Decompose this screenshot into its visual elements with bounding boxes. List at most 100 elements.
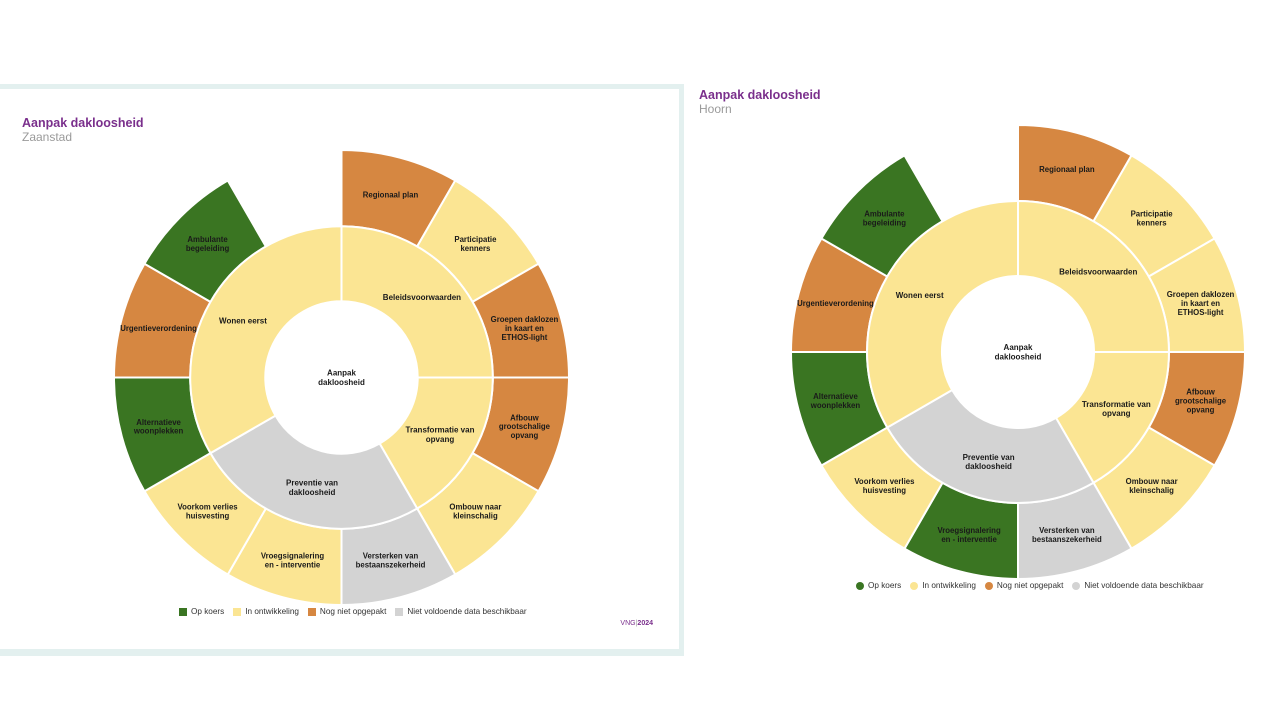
inner-segment-transformatie-van-opvang <box>378 376 494 510</box>
outer-label-versterken-van-bestaanszekerheid: Versterken van bestaanszekerheid <box>1032 526 1102 544</box>
legend-item-in-development: In ontwikkeling <box>910 581 976 590</box>
inner-label-transformatie-van-opvang-line: Transformatie van <box>406 426 475 435</box>
outer-label-versterken-van-bestaanszekerheid-line: Versterken van <box>363 552 419 561</box>
chart-legend: Op koers In ontwikkeling Nog niet opgepa… <box>856 581 1204 590</box>
inner-segment-wonen-eerst <box>866 200 1019 429</box>
outer-label-participatie-kenners: Participatie kenners <box>454 235 497 253</box>
inner-segment-preventie-van-dakloosheid <box>885 388 1095 504</box>
legend-label: In ontwikkeling <box>922 581 976 590</box>
legend-item-not-started: Nog niet opgepakt <box>307 607 387 616</box>
outer-label-participatie-kenners-line: kenners <box>460 244 491 253</box>
outer-label-ombouw-naar-kleinschalig-line: Ombouw naar <box>449 503 501 512</box>
outer-label-vroegsignalering-en-interventie-line: Vroegsignalering <box>261 552 324 561</box>
chart-panel-hoorn: Aanpak dakloosheid Hoorn Regionaal plan P… <box>690 84 1280 604</box>
legend-swatch-on-track <box>856 581 864 590</box>
outer-segment-empty <box>227 150 342 247</box>
outer-label-ombouw-naar-kleinschalig-line: kleinschalig <box>1129 486 1174 495</box>
outer-label-groepen-daklozen-in-kaart-en-ethos-light-line: ETHOS-light <box>501 333 547 342</box>
chart-legend: Op koers In ontwikkeling Nog niet opgepa… <box>179 607 527 616</box>
outer-label-afbouw-grootschalige-opvang: Afbouw grootschalige opvang <box>1175 388 1227 415</box>
outer-label-groepen-daklozen-in-kaart-en-ethos-light: Groepen daklozen in kaart en ETHOS-light <box>491 315 559 342</box>
chart-panel-zaanstad: Aanpak dakloosheid Zaanstad Regionaal pl… <box>0 84 684 656</box>
sunburst-chart-hoorn: Regionaal plan Participatie kenners Groepen… <box>789 123 1247 581</box>
inner-label-beleidsvoorwaarden-line: Beleidsvoorwaarden <box>383 293 461 302</box>
inner-label-transformatie-van-opvang-line: Transformatie van <box>1082 400 1151 409</box>
legend-item-no-data: Niet voldoende data beschikbaar <box>1072 581 1204 590</box>
outer-label-ambulante-begeleiding: Ambulante begeleiding <box>186 235 230 253</box>
outer-label-versterken-van-bestaanszekerheid: Versterken van bestaanszekerheid <box>356 552 426 570</box>
outer-label-voorkom-verlies-huisvesting-line: Voorkom verlies <box>178 503 239 512</box>
inner-label-beleidsvoorwaarden-line: Beleidsvoorwaarden <box>1059 268 1137 277</box>
legend-label: Nog niet opgepakt <box>319 607 387 616</box>
outer-label-versterken-van-bestaanszekerheid-line: bestaanszekerheid <box>356 561 426 570</box>
legend-label: Op koers <box>191 607 225 616</box>
outer-label-regionaal-plan: Regionaal plan <box>363 190 419 199</box>
outer-label-vroegsignalering-en-interventie: Vroegsignalering en - interventie <box>937 526 1000 544</box>
legend-swatch-in-development <box>910 581 919 590</box>
outer-label-alternatieve-woonplekken-line: Alternatieve <box>813 392 858 401</box>
legend-item-on-track: Op koers <box>856 581 901 590</box>
chart-subtitle: Hoorn <box>699 102 732 116</box>
outer-label-afbouw-grootschalige-opvang-line: opvang <box>1187 406 1215 415</box>
outer-label-urgentieverordening: Urgentieverordening <box>797 299 874 308</box>
legend-swatch-not-started <box>984 581 993 590</box>
legend-swatch-on-track <box>179 607 187 616</box>
legend-item-not-started: Nog niet opgepakt <box>984 581 1064 590</box>
outer-label-alternatieve-woonplekken: Alternatieve woonplekken <box>810 392 861 410</box>
outer-label-ambulante-begeleiding-line: Ambulante <box>864 210 905 219</box>
legend-label: Op koers <box>868 581 902 590</box>
outer-label-ombouw-naar-kleinschalig-line: Ombouw naar <box>1126 477 1178 486</box>
chart-title: Aanpak dakloosheid <box>22 116 144 130</box>
inner-label-transformatie-van-opvang-line: opvang <box>426 435 455 444</box>
outer-label-afbouw-grootschalige-opvang-line: Afbouw <box>510 413 540 422</box>
outer-label-afbouw-grootschalige-opvang: Afbouw grootschalige opvang <box>499 413 551 440</box>
center-label: Aanpak dakloosheid <box>318 369 365 387</box>
outer-label-voorkom-verlies-huisvesting: Voorkom verlies huisvesting <box>854 477 915 495</box>
inner-label-beleidsvoorwaarden: Beleidsvoorwaarden <box>1059 268 1137 277</box>
outer-label-participatie-kenners-line: Participatie <box>454 235 497 244</box>
inner-label-preventie-van-dakloosheid: Preventie van dakloosheid <box>286 479 338 497</box>
outer-label-groepen-daklozen-in-kaart-en-ethos-light-line: ETHOS-light <box>1178 308 1224 317</box>
footer-separator: | <box>635 620 638 627</box>
outer-label-alternatieve-woonplekken: Alternatieve woonplekken <box>133 418 184 436</box>
inner-label-transformatie-van-opvang: Transformatie van opvang <box>406 426 475 444</box>
legend-swatch-not-started <box>307 607 316 616</box>
outer-label-ombouw-naar-kleinschalig: Ombouw naar kleinschalig <box>449 503 501 521</box>
center-label-line: Aanpak <box>1004 343 1033 352</box>
inner-segment-preventie-van-dakloosheid <box>209 414 419 530</box>
outer-label-afbouw-grootschalige-opvang-line: Afbouw <box>1186 388 1216 397</box>
inner-label-beleidsvoorwaarden: Beleidsvoorwaarden <box>383 293 461 302</box>
inner-label-transformatie-van-opvang: Transformatie van opvang <box>1082 400 1151 418</box>
outer-label-voorkom-verlies-huisvesting: Voorkom verlies huisvesting <box>178 503 239 521</box>
chart-title: Aanpak dakloosheid <box>699 88 821 102</box>
inner-label-preventie-van-dakloosheid: Preventie van dakloosheid <box>963 453 1015 471</box>
outer-label-groepen-daklozen-in-kaart-en-ethos-light-line: in kaart en <box>1181 299 1220 308</box>
footer-credit: VNG|2024 <box>620 620 653 627</box>
legend-label: Nog niet opgepakt <box>996 581 1064 590</box>
outer-label-ombouw-naar-kleinschalig-line: kleinschalig <box>453 512 498 521</box>
inner-label-wonen-eerst-line: Wonen eerst <box>896 291 944 300</box>
outer-label-urgentieverordening: Urgentieverordening <box>120 324 197 333</box>
center-label-line: dakloosheid <box>318 378 365 387</box>
inner-label-transformatie-van-opvang-line: opvang <box>1102 409 1131 418</box>
legend-item-on-track: Op koers <box>179 607 224 616</box>
outer-label-afbouw-grootschalige-opvang-line: grootschalige <box>499 422 551 431</box>
outer-label-ambulante-begeleiding-line: Ambulante <box>187 235 228 244</box>
outer-label-urgentieverordening-line: Urgentieverordening <box>120 324 197 333</box>
inner-segment-beleidsvoorwaarden <box>340 225 494 379</box>
legend-label: Niet voldoende data beschikbaar <box>1084 581 1204 590</box>
outer-label-groepen-daklozen-in-kaart-en-ethos-light-line: Groepen daklozen <box>1167 290 1235 299</box>
inner-label-preventie-van-dakloosheid-line: dakloosheid <box>289 488 336 497</box>
sunburst-chart-zaanstad: Regionaal plan Participatie kenners Groepen… <box>112 148 571 607</box>
outer-segment-empty <box>904 125 1018 222</box>
outer-label-alternatieve-woonplekken-line: Alternatieve <box>136 418 181 427</box>
inner-label-wonen-eerst-line: Wonen eerst <box>219 316 267 325</box>
legend-swatch-in-development <box>233 607 242 616</box>
outer-label-regionaal-plan-line: Regionaal plan <box>1039 165 1095 174</box>
outer-label-ambulante-begeleiding-line: begeleiding <box>186 244 230 253</box>
outer-label-groepen-daklozen-in-kaart-en-ethos-light-line: in kaart en <box>505 324 544 333</box>
outer-label-alternatieve-woonplekken-line: woonplekken <box>133 427 184 436</box>
outer-label-ambulante-begeleiding: Ambulante begeleiding <box>863 210 907 228</box>
outer-label-participatie-kenners-line: Participatie <box>1131 210 1174 219</box>
inner-segment-beleidsvoorwaarden <box>1017 200 1170 353</box>
